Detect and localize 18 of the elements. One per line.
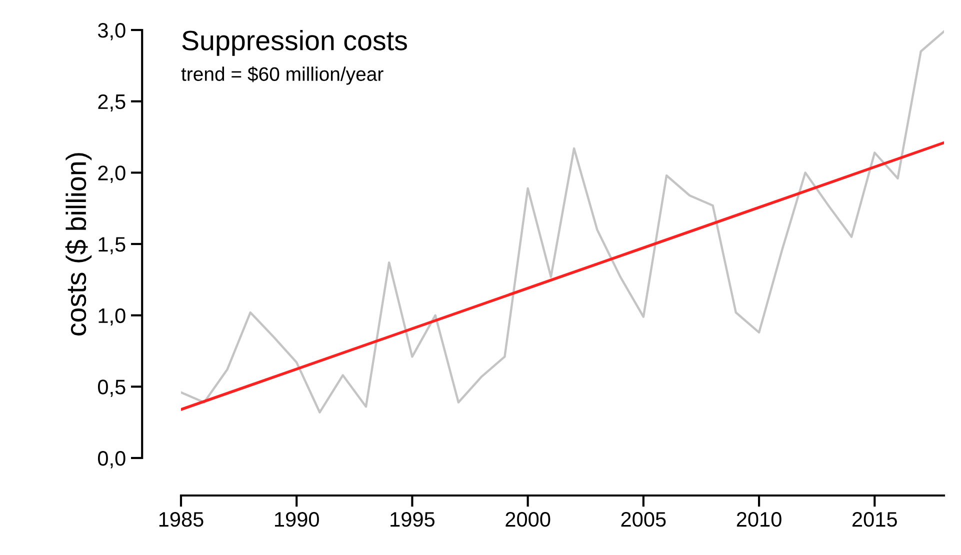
y-tick-label: 2,0 xyxy=(98,166,126,183)
y-tick-label: 1,5 xyxy=(98,237,126,254)
y-tick-label: 2,5 xyxy=(98,94,126,112)
line-series xyxy=(181,30,944,414)
x-tick-label: 1995 xyxy=(390,512,435,527)
x-tick-label: 2015 xyxy=(852,512,897,527)
y-tick-label: 3,0 xyxy=(98,23,126,40)
y-tick-label: 0,0 xyxy=(98,451,126,468)
x-tick-label: 2000 xyxy=(506,512,550,527)
x-tick-label: 1990 xyxy=(275,512,319,527)
x-tick-label: 2010 xyxy=(736,512,782,527)
text: trend = $60 million/year xyxy=(181,66,384,85)
y-tick-label: 0,5 xyxy=(98,380,126,397)
x-tick-label: 2005 xyxy=(621,512,666,527)
y-axis-title: costs ($ billion) xyxy=(65,153,92,336)
y-tick-label: 1,0 xyxy=(98,308,126,326)
x-tick-label: 1985 xyxy=(159,512,204,527)
chart-title: Suppression costs xyxy=(182,30,407,56)
